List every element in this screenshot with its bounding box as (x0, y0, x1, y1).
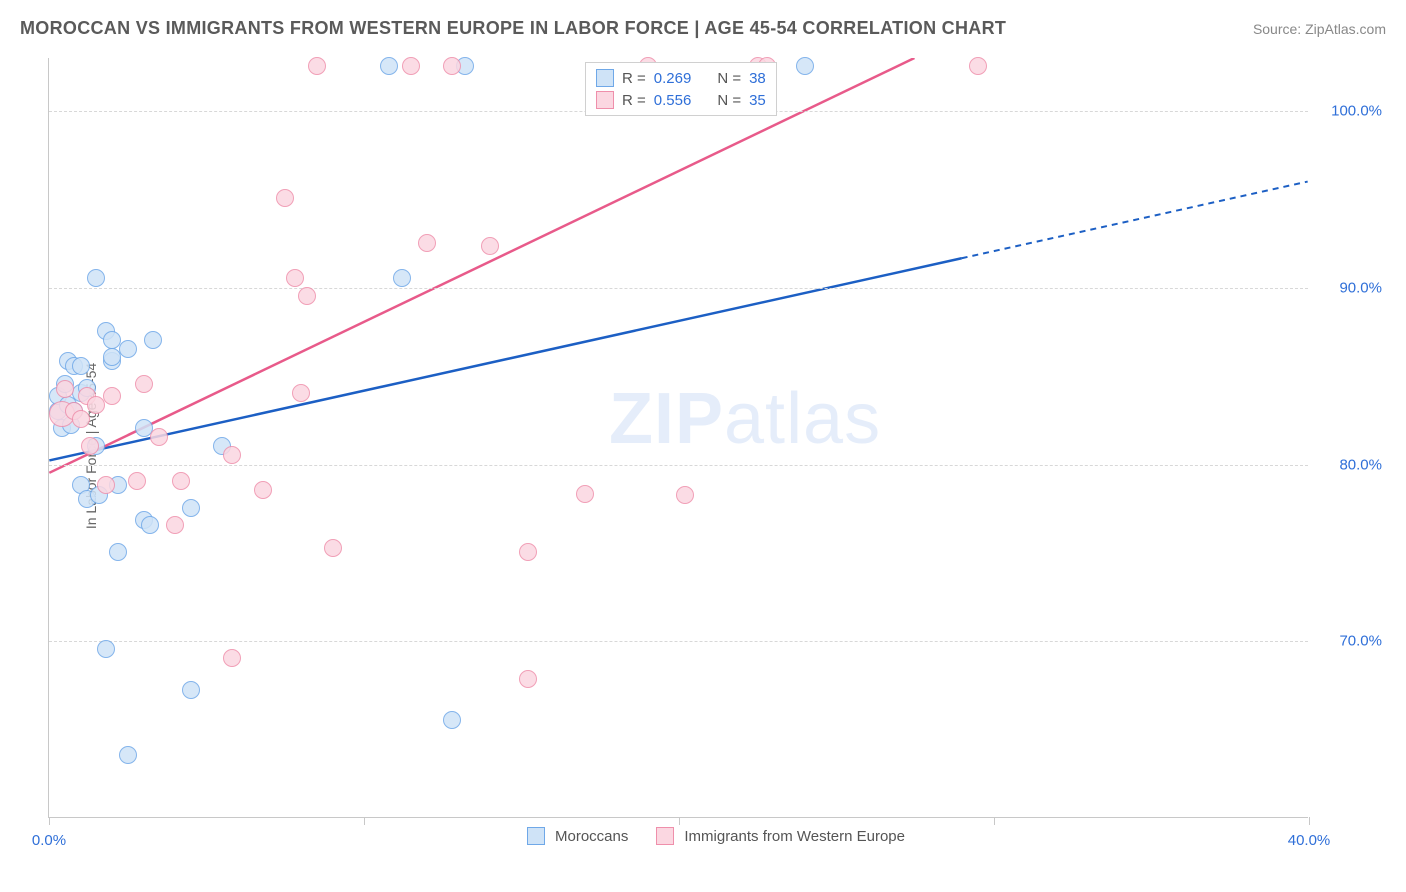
legend-swatch (527, 827, 545, 845)
scatter-point (519, 543, 537, 561)
x-tick (364, 817, 365, 825)
legend-swatch (596, 69, 614, 87)
legend-stats-row: R = 0.269 N = 38 (596, 67, 766, 89)
scatter-point (182, 499, 200, 517)
y-tick-label: 90.0% (1339, 279, 1382, 296)
scatter-point (103, 387, 121, 405)
scatter-point (481, 237, 499, 255)
scatter-point (676, 486, 694, 504)
scatter-point (276, 189, 294, 207)
r-value: 0.269 (654, 70, 692, 87)
y-tick-label: 100.0% (1331, 103, 1382, 120)
n-value: 35 (749, 92, 766, 109)
r-label: R = (622, 70, 646, 87)
scatter-point (109, 543, 127, 561)
scatter-point (97, 476, 115, 494)
scatter-point (286, 269, 304, 287)
legend-series-name: Immigrants from Western Europe (684, 828, 905, 845)
plot-area: ZIPatlas 70.0%80.0%90.0%100.0%0.0%40.0%R… (48, 58, 1308, 818)
legend-swatch (656, 827, 674, 845)
scatter-point (443, 711, 461, 729)
scatter-point (308, 57, 326, 75)
scatter-point (81, 437, 99, 455)
scatter-point (97, 640, 115, 658)
chart-container: MOROCCAN VS IMMIGRANTS FROM WESTERN EURO… (0, 0, 1406, 892)
x-tick-label: 0.0% (32, 832, 66, 849)
source-label: Source: ZipAtlas.com (1253, 21, 1386, 37)
r-label: R = (622, 92, 646, 109)
scatter-point (443, 57, 461, 75)
scatter-point (380, 57, 398, 75)
scatter-point (292, 384, 310, 402)
scatter-point (576, 485, 594, 503)
scatter-point (150, 428, 168, 446)
scatter-point (72, 357, 90, 375)
x-tick (994, 817, 995, 825)
legend-stats: R = 0.269 N = 38 R = 0.556 N = 35 (585, 62, 777, 116)
n-label: N = (717, 70, 741, 87)
scatter-point (969, 57, 987, 75)
chart-title: MOROCCAN VS IMMIGRANTS FROM WESTERN EURO… (20, 18, 1006, 39)
scatter-point (298, 287, 316, 305)
legend-stats-row: R = 0.556 N = 35 (596, 89, 766, 111)
scatter-point (418, 234, 436, 252)
scatter-point (519, 670, 537, 688)
x-tick-label: 40.0% (1288, 832, 1331, 849)
watermark-zip: ZIP (609, 379, 724, 459)
scatter-point (135, 375, 153, 393)
scatter-point (254, 481, 272, 499)
n-value: 38 (749, 70, 766, 87)
trend-lines (49, 58, 1308, 817)
legend-swatch (596, 91, 614, 109)
legend-series: Moroccans Immigrants from Western Europe (527, 827, 923, 845)
scatter-point (119, 340, 137, 358)
scatter-point (141, 516, 159, 534)
gridline (49, 465, 1308, 466)
scatter-point (402, 57, 420, 75)
gridline (49, 288, 1308, 289)
x-tick (679, 817, 680, 825)
r-value: 0.556 (654, 92, 692, 109)
x-tick (1309, 817, 1310, 825)
n-label: N = (717, 92, 741, 109)
scatter-point (87, 269, 105, 287)
watermark-atlas: atlas (724, 379, 881, 459)
watermark: ZIPatlas (609, 378, 881, 460)
scatter-point (144, 331, 162, 349)
y-tick-label: 80.0% (1339, 456, 1382, 473)
scatter-point (223, 446, 241, 464)
scatter-point (223, 649, 241, 667)
scatter-point (796, 57, 814, 75)
scatter-point (393, 269, 411, 287)
x-tick (49, 817, 50, 825)
scatter-point (128, 472, 146, 490)
scatter-point (182, 681, 200, 699)
scatter-point (324, 539, 342, 557)
scatter-point (56, 380, 74, 398)
header: MOROCCAN VS IMMIGRANTS FROM WESTERN EURO… (20, 18, 1386, 39)
scatter-point (119, 746, 137, 764)
scatter-point (172, 472, 190, 490)
gridline (49, 641, 1308, 642)
scatter-point (72, 410, 90, 428)
legend-series-name: Moroccans (555, 828, 628, 845)
scatter-point (166, 516, 184, 534)
y-tick-label: 70.0% (1339, 633, 1382, 650)
